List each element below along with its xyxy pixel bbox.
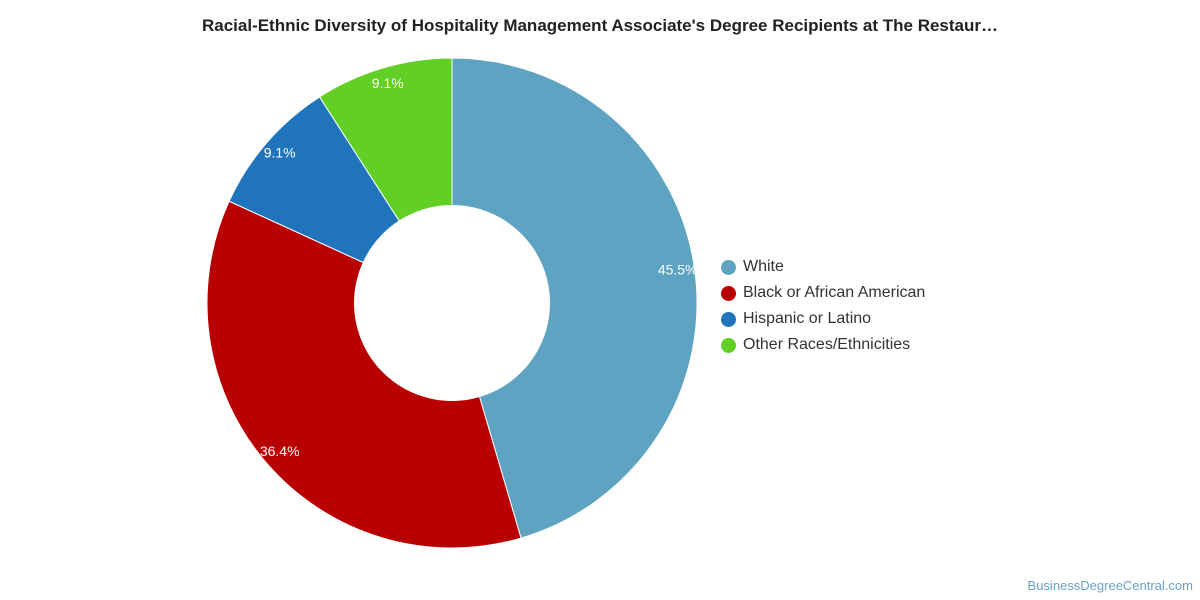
legend-label: Black or African American — [743, 284, 926, 301]
slice-label-other-races-ethnicities: 9.1% — [372, 75, 404, 91]
chart-title: Racial-Ethnic Diversity of Hospitality M… — [201, 16, 999, 35]
legend-label: Hispanic or Latino — [743, 310, 872, 327]
source-credit[interactable]: BusinessDegreeCentral.com — [1027, 578, 1193, 593]
slice-label-hispanic-or-latino: 9.1% — [264, 144, 296, 160]
legend-swatch — [721, 285, 736, 301]
legend-item-black-or-african-american[interactable]: Black or African American — [721, 280, 925, 306]
slice-black-or-african-american[interactable] — [206, 200, 522, 549]
legend-label: Other Races/Ethnicities — [743, 336, 911, 353]
slice-label-black-or-african-american: 36.4% — [260, 443, 300, 459]
slice-labels: 45.5% 36.4% 9.1% 9.1% — [260, 75, 698, 459]
legend-label: White — [743, 258, 784, 275]
legend-item-white[interactable]: White — [721, 254, 925, 280]
legend-item-other-races-ethnicities[interactable]: Other Races/Ethnicities — [721, 332, 925, 358]
legend-swatch — [721, 259, 736, 275]
legend-item-hispanic-or-latino[interactable]: Hispanic or Latino — [721, 306, 925, 332]
chart-legend: White Black or African American Hispanic o… — [721, 254, 925, 358]
legend-swatch — [721, 311, 736, 327]
donut-hole — [354, 205, 550, 401]
slice-label-white: 45.5% — [658, 261, 698, 277]
legend-swatch — [721, 337, 736, 353]
slice-white[interactable] — [451, 57, 698, 539]
